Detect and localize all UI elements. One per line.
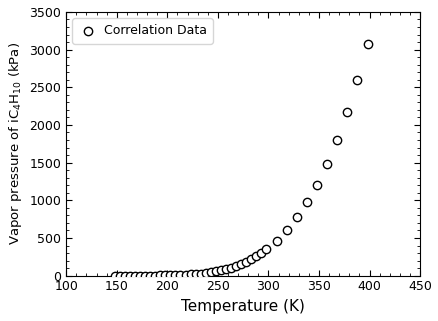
Correlation Data bbox=[207, 270, 214, 275]
Correlation Data bbox=[177, 273, 184, 278]
Correlation Data bbox=[182, 272, 189, 277]
Correlation Data bbox=[247, 256, 254, 262]
Correlation Data bbox=[363, 41, 370, 46]
X-axis label: Temperature (K): Temperature (K) bbox=[181, 299, 304, 314]
Correlation Data bbox=[227, 265, 234, 270]
Y-axis label: Vapor pressure of $\mathregular{iC_4H_{10}}$ (kPa): Vapor pressure of $\mathregular{iC_4H_{1… bbox=[7, 42, 24, 245]
Correlation Data bbox=[217, 268, 224, 273]
Correlation Data bbox=[197, 271, 204, 276]
Correlation Data bbox=[152, 273, 159, 278]
Correlation Data bbox=[252, 254, 259, 259]
Correlation Data bbox=[192, 272, 199, 277]
Correlation Data bbox=[136, 273, 143, 278]
Correlation Data bbox=[131, 273, 138, 278]
Correlation Data bbox=[283, 228, 290, 233]
Correlation Data bbox=[272, 238, 279, 243]
Correlation Data bbox=[222, 266, 229, 272]
Correlation Data bbox=[187, 272, 194, 277]
Correlation Data bbox=[116, 273, 123, 278]
Correlation Data bbox=[333, 137, 340, 143]
Legend: Correlation Data: Correlation Data bbox=[72, 18, 212, 44]
Correlation Data bbox=[212, 269, 219, 274]
Correlation Data bbox=[146, 273, 153, 278]
Correlation Data bbox=[232, 263, 239, 268]
Correlation Data bbox=[303, 200, 310, 205]
Correlation Data bbox=[121, 273, 128, 278]
Correlation Data bbox=[237, 261, 244, 266]
Correlation Data bbox=[141, 273, 148, 278]
Correlation Data bbox=[162, 273, 169, 278]
Correlation Data bbox=[172, 273, 179, 278]
Correlation Data bbox=[323, 161, 330, 166]
Correlation Data bbox=[202, 270, 209, 275]
Correlation Data bbox=[111, 273, 118, 278]
Correlation Data bbox=[242, 259, 249, 264]
Correlation Data bbox=[257, 250, 264, 256]
Correlation Data bbox=[353, 78, 360, 83]
Correlation Data bbox=[126, 273, 133, 278]
Correlation Data bbox=[293, 215, 300, 220]
Correlation Data bbox=[262, 247, 269, 252]
Correlation Data bbox=[313, 182, 320, 187]
Correlation Data bbox=[156, 273, 163, 278]
Correlation Data bbox=[343, 109, 350, 115]
Correlation Data bbox=[166, 273, 173, 278]
